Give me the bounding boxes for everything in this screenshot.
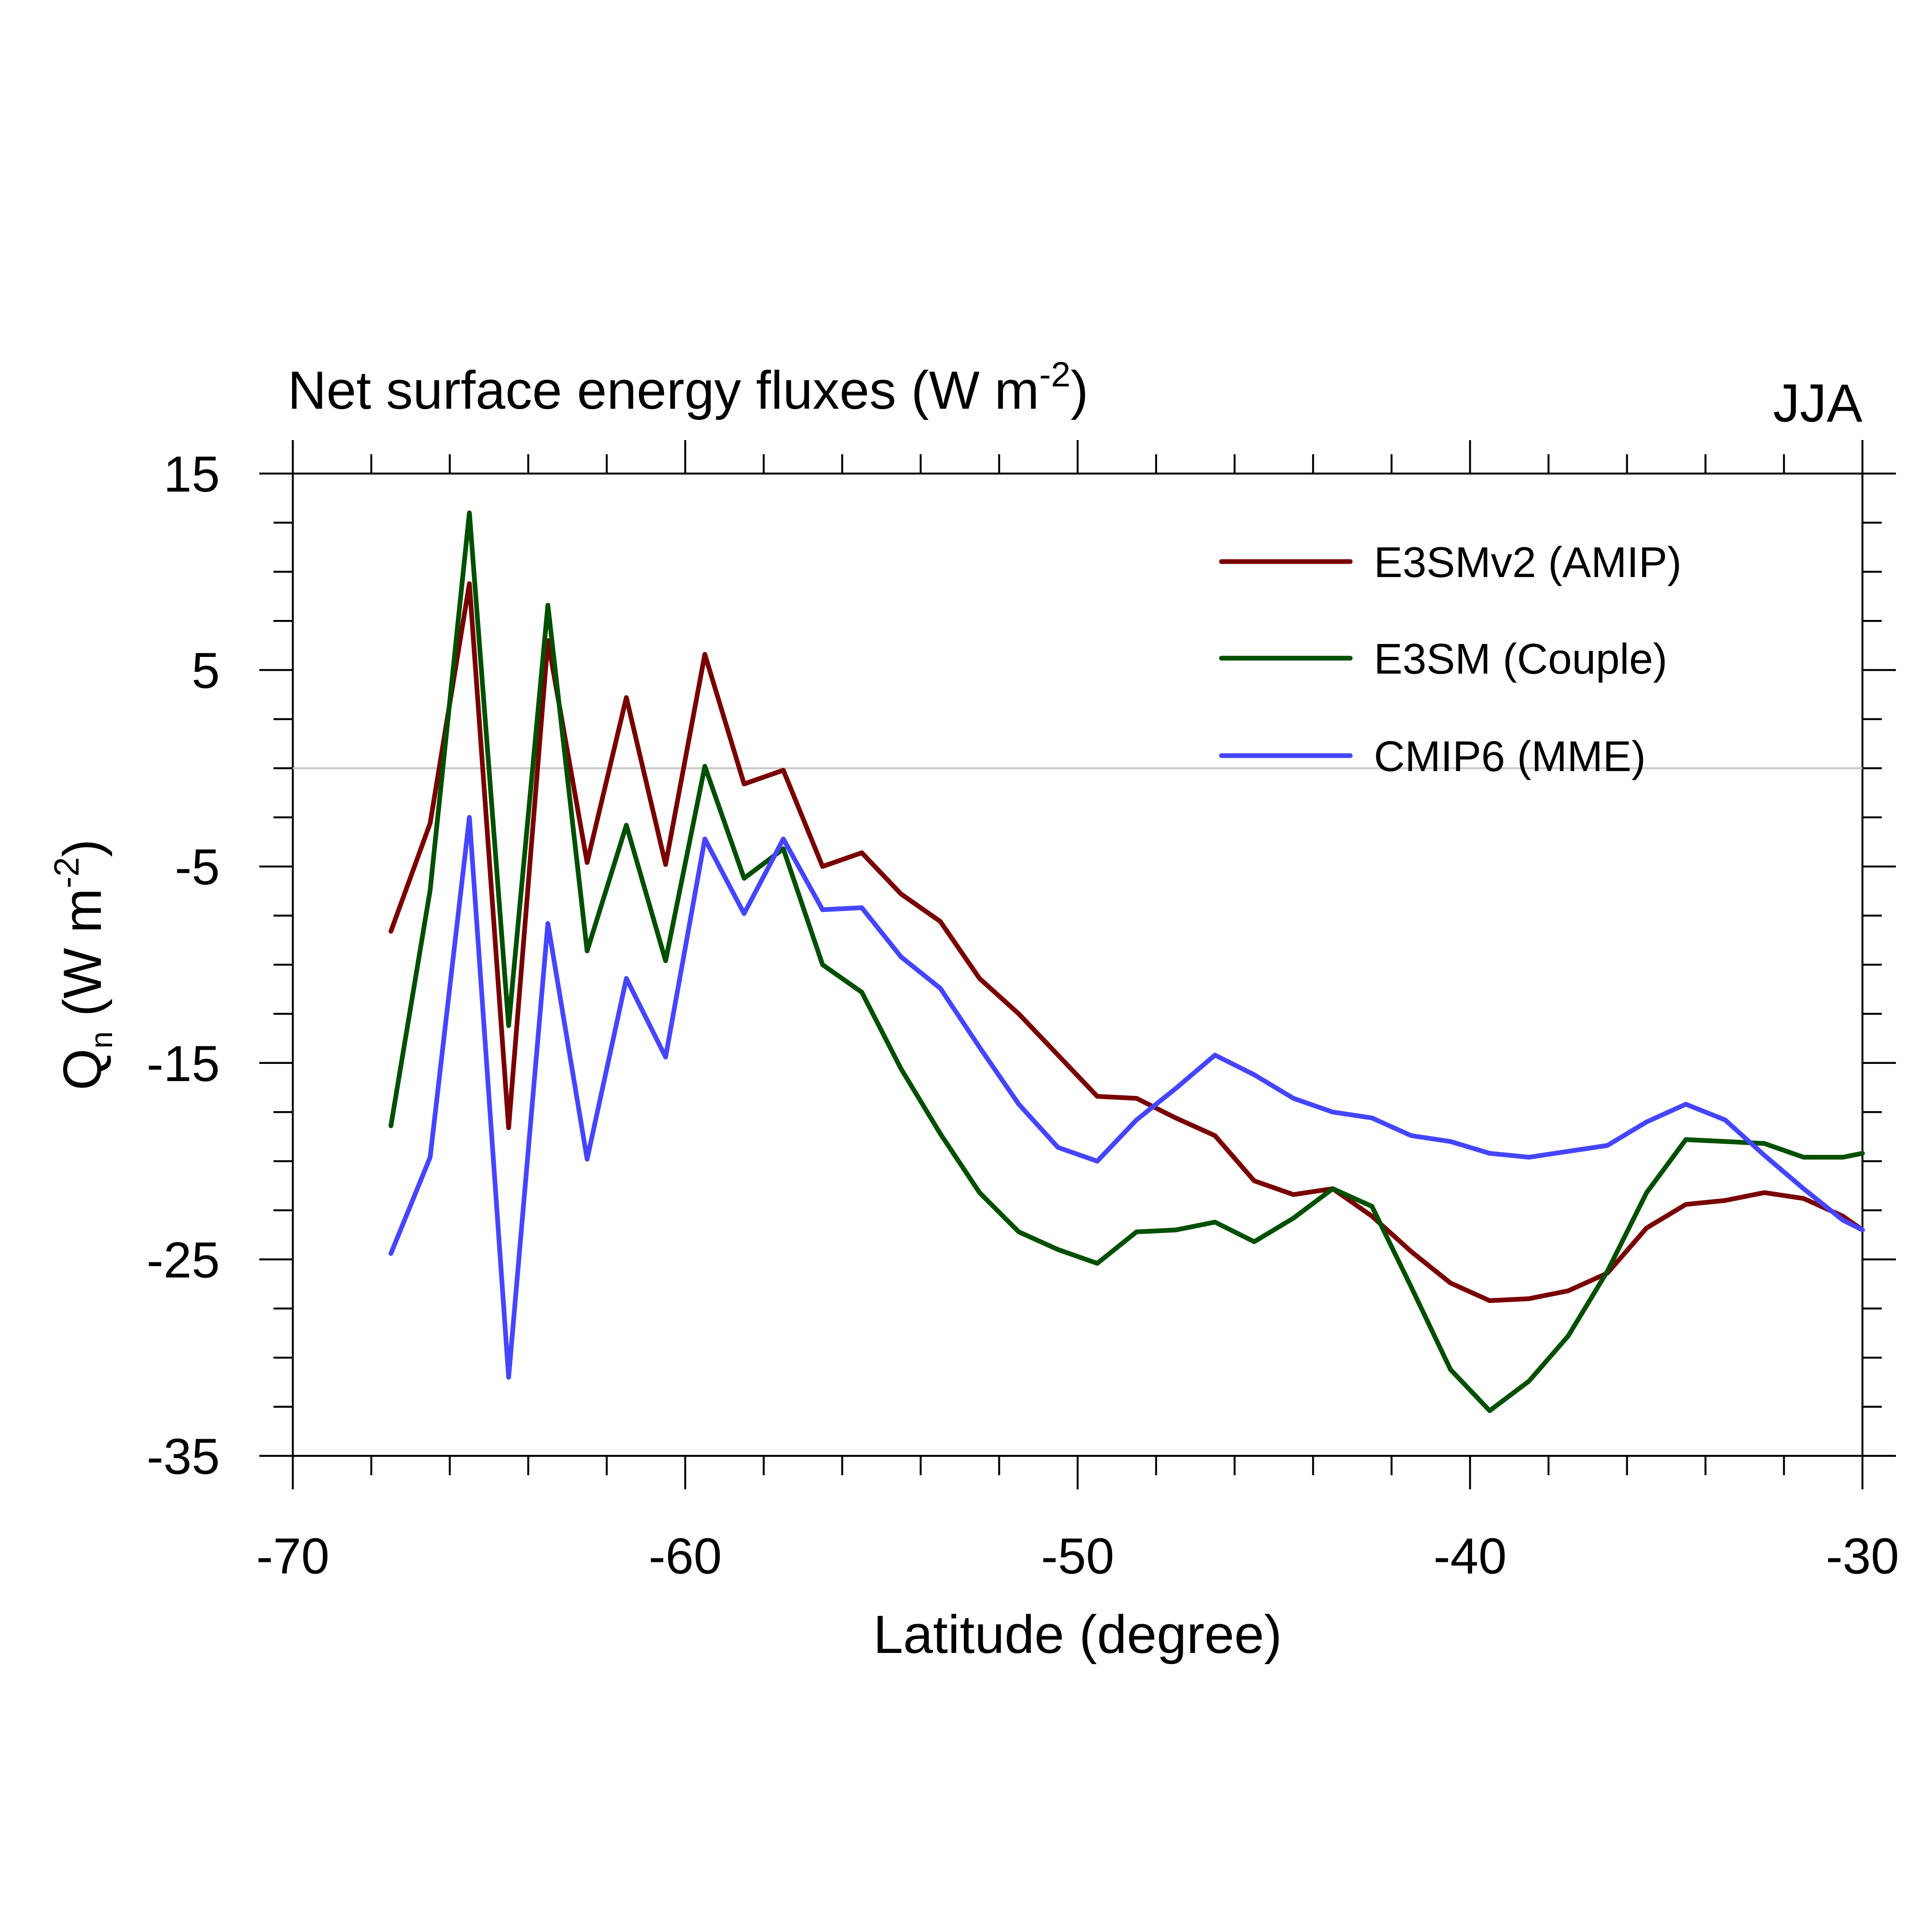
y-tick-labels: 15 5 -5 -15 -25 -35 xyxy=(146,446,220,1485)
series-line-e3smv2-amip xyxy=(389,581,1865,1303)
series-line-cmip6-mme xyxy=(389,815,1865,1380)
series-lines xyxy=(389,510,1865,1413)
series-line-e3sm-couple xyxy=(389,510,1865,1413)
y-axis-label-subscript: n xyxy=(85,1031,119,1048)
y-axis-label-main: Q xyxy=(53,1048,112,1090)
y-tick-label: -15 xyxy=(146,1036,220,1092)
y-tick-label: -5 xyxy=(175,839,220,896)
axis-ticks xyxy=(259,440,1896,1489)
y-tick-label: -35 xyxy=(146,1428,220,1485)
x-axis-label: Latitude (degree) xyxy=(873,1605,1282,1665)
x-tick-label: -60 xyxy=(649,1528,722,1585)
y-tick-label: 15 xyxy=(164,446,220,503)
x-tick-label: -30 xyxy=(1826,1528,1899,1585)
y-tick-label: -25 xyxy=(146,1232,220,1288)
y-axis-label-suffix: ) xyxy=(53,839,112,857)
x-tick-label: -40 xyxy=(1434,1528,1507,1585)
x-tick-labels: -70 -60 -50 -40 -30 xyxy=(256,1528,1899,1585)
x-tick-label: -70 xyxy=(256,1528,330,1585)
legend-label: E3SMv2 (AMIP) xyxy=(1374,538,1682,586)
title-superscript: -2 xyxy=(1039,355,1071,394)
y-axis-label-superscript: -2 xyxy=(47,857,86,888)
x-tick-label: -50 xyxy=(1041,1528,1115,1585)
y-tick-label: 5 xyxy=(191,643,220,699)
y-axis-label-units: (W m xyxy=(53,888,112,1031)
legend-label: CMIP6 (MME) xyxy=(1374,732,1646,781)
chart-title: Net surface energy fluxes (W m-2) xyxy=(288,355,1088,420)
season-label: JJA xyxy=(1773,374,1863,433)
y-axis-label: Qn (W m-2) xyxy=(47,839,119,1090)
legend-label: E3SM (Couple) xyxy=(1374,635,1668,683)
title-suffix: ) xyxy=(1070,361,1088,420)
legend: E3SMv2 (AMIP) E3SM (Couple) CMIP6 (MME) xyxy=(1219,538,1682,781)
